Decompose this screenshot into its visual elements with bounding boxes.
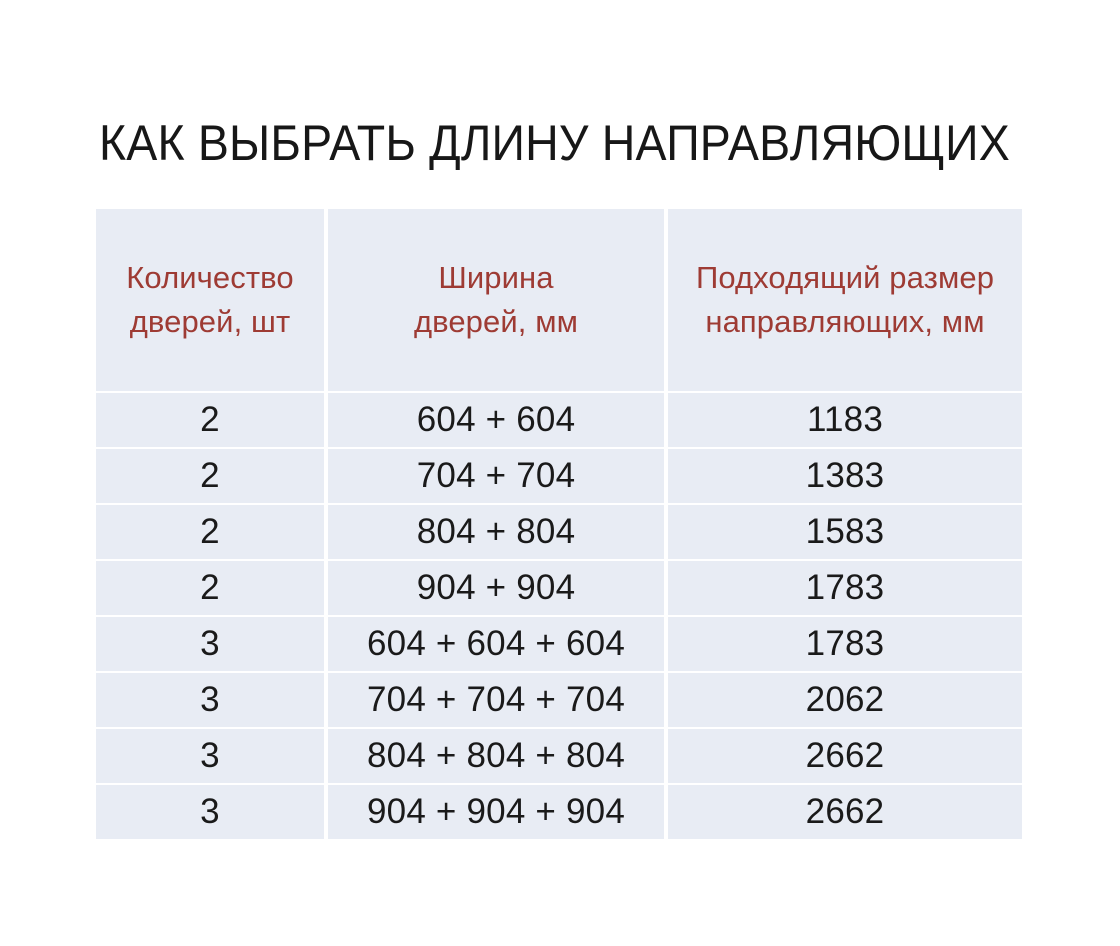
table-row: 3 904 + 904 + 904 2662 xyxy=(96,785,1022,839)
column-header-door-width: Ширина дверей, мм xyxy=(328,209,664,391)
cell-door-width: 804 + 804 xyxy=(328,505,664,559)
cell-door-width: 704 + 704 + 704 xyxy=(328,673,664,727)
cell-door-count: 3 xyxy=(96,617,324,671)
page-title: КАК ВЫБРАТЬ ДЛИНУ НАПРАВЛЯЮЩИХ xyxy=(99,114,1010,171)
guide-length-table: Количество дверей, шт Ширина дверей, мм … xyxy=(92,207,1026,841)
column-header-door-count-line1: Количество xyxy=(126,260,294,295)
cell-door-count: 2 xyxy=(96,505,324,559)
cell-door-count: 3 xyxy=(96,785,324,839)
cell-door-count: 2 xyxy=(96,561,324,615)
cell-rail-size: 1183 xyxy=(668,393,1022,447)
table-row: 2 804 + 804 1583 xyxy=(96,505,1022,559)
cell-rail-size: 2062 xyxy=(668,673,1022,727)
column-header-door-width-line2: дверей, мм xyxy=(413,304,579,339)
column-header-rail-size: Подходящий размер направляющих, мм xyxy=(668,209,1022,391)
cell-rail-size: 2662 xyxy=(668,729,1022,783)
cell-door-count: 3 xyxy=(96,673,324,727)
cell-rail-size: 1783 xyxy=(668,561,1022,615)
table-row: 3 804 + 804 + 804 2662 xyxy=(96,729,1022,783)
table-body: 2 604 + 604 1183 2 704 + 704 1383 2 804 … xyxy=(96,393,1022,839)
table-row: 3 604 + 604 + 604 1783 xyxy=(96,617,1022,671)
table-row: 2 904 + 904 1783 xyxy=(96,561,1022,615)
cell-rail-size: 1383 xyxy=(668,449,1022,503)
cell-door-width: 904 + 904 + 904 xyxy=(328,785,664,839)
cell-door-count: 2 xyxy=(96,449,324,503)
column-header-door-count: Количество дверей, шт xyxy=(96,209,324,391)
cell-door-width: 604 + 604 + 604 xyxy=(328,617,664,671)
cell-rail-size: 1583 xyxy=(668,505,1022,559)
table-header-row: Количество дверей, шт Ширина дверей, мм … xyxy=(96,209,1022,391)
cell-door-width: 704 + 704 xyxy=(328,449,664,503)
column-header-rail-size-line1: Подходящий размер xyxy=(695,260,995,295)
column-header-door-width-line1: Ширина xyxy=(438,260,554,295)
cell-door-width: 804 + 804 + 804 xyxy=(328,729,664,783)
cell-rail-size: 2662 xyxy=(668,785,1022,839)
column-header-door-count-line2: дверей, шт xyxy=(129,304,291,339)
table-row: 2 704 + 704 1383 xyxy=(96,449,1022,503)
cell-door-count: 3 xyxy=(96,729,324,783)
table-row: 2 604 + 604 1183 xyxy=(96,393,1022,447)
cell-rail-size: 1783 xyxy=(668,617,1022,671)
table-header: Количество дверей, шт Ширина дверей, мм … xyxy=(96,209,1022,391)
cell-door-count: 2 xyxy=(96,393,324,447)
guide-length-table-wrapper: Количество дверей, шт Ширина дверей, мм … xyxy=(92,207,1022,839)
cell-door-width: 904 + 904 xyxy=(328,561,664,615)
table-row: 3 704 + 704 + 704 2062 xyxy=(96,673,1022,727)
column-header-rail-size-line2: направляющих, мм xyxy=(705,304,985,339)
cell-door-width: 604 + 604 xyxy=(328,393,664,447)
